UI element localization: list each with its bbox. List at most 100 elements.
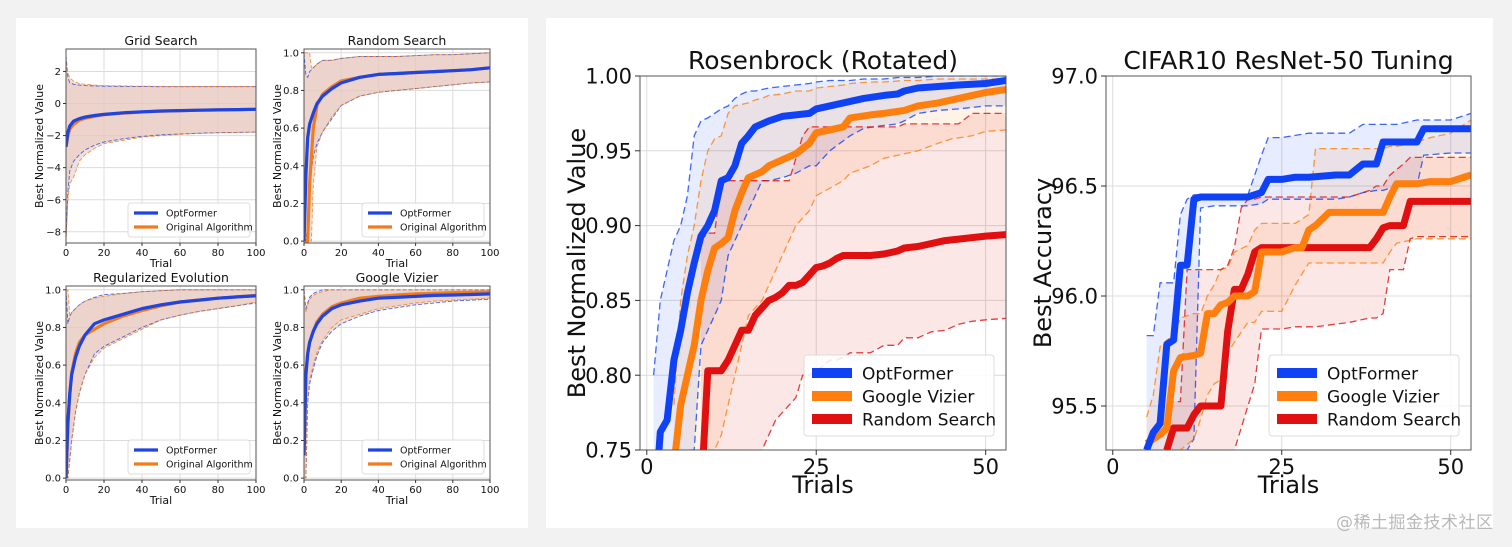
chart-cifar10-resnet50: 0 25 50 95.5 96.0 96.5 97.0 CIFAR10 ResNet-50 T… xyxy=(1029,46,1472,499)
y-tick-label: 0.4 xyxy=(283,398,299,409)
x-tick-label: 0 xyxy=(301,248,307,259)
y-tick-label: 0.2 xyxy=(283,436,299,447)
lower-bound-original-algorithm xyxy=(66,131,256,243)
x-tick-label: 25 xyxy=(1268,455,1295,479)
y-tick-label: 0.0 xyxy=(283,237,299,248)
y-tick-label: 0.0 xyxy=(283,474,299,485)
upper-bound-random-search xyxy=(700,112,1006,242)
axes-frame xyxy=(303,48,491,244)
y-tick-label: 96.5 xyxy=(1051,175,1098,199)
y-tick-label: 0.80 xyxy=(585,364,632,388)
legend-label: Original Algorithm xyxy=(166,223,253,234)
x-axis-label: Trial xyxy=(149,494,172,507)
upper-bound-random-search xyxy=(1166,156,1471,403)
y-tick-label: 0.6 xyxy=(283,361,299,372)
series-line-optformer xyxy=(655,77,1006,450)
axes-frame xyxy=(65,48,257,244)
chart-title: Grid Search xyxy=(124,33,197,48)
plot-area xyxy=(1143,112,1471,450)
y-tick-label: 1.0 xyxy=(283,48,299,59)
x-tick-label: 100 xyxy=(246,485,265,496)
plot-area xyxy=(66,55,256,243)
x-tick-label: 0 xyxy=(63,248,69,259)
lower-bound-google-vizier xyxy=(713,129,1006,450)
lower-bound-original-algorithm xyxy=(66,301,256,479)
y-tick-label: 0.85 xyxy=(585,289,632,313)
axes-frame xyxy=(65,285,257,481)
legend-label: Google Vizier xyxy=(1327,388,1439,408)
y-tick-label: 0.95 xyxy=(585,139,632,163)
upper-bound-optformer xyxy=(652,76,1006,376)
x-tick-label: 20 xyxy=(98,248,111,259)
legend-box xyxy=(127,202,251,238)
legend: OptFormer Original Algorithm xyxy=(361,202,487,238)
chart-random-search: 0 20 40 60 80 100 0.0 0.2 0.4 0.6 0.8 1.0 Random Sea… xyxy=(271,33,500,270)
series-line-google-vizier xyxy=(672,86,1006,450)
confidence-band-original-algorithm xyxy=(304,52,490,242)
plot-area xyxy=(66,289,256,479)
legend: OptFormer Original Algorithm xyxy=(127,202,253,238)
y-tick-label: 0.6 xyxy=(283,124,299,135)
x-tick-label: 80 xyxy=(446,248,459,259)
y-tick-label: 0.4 xyxy=(45,398,61,409)
x-tick-label: 0 xyxy=(640,455,653,479)
y-tick-label: 0.8 xyxy=(45,323,61,334)
y-tick-label: −2 xyxy=(46,131,61,142)
x-tick-label: 100 xyxy=(480,248,499,259)
legend-label: OptFormer xyxy=(400,446,451,457)
series-line-optformer xyxy=(304,292,490,456)
chart-rosenbrock-rotated: 0 25 50 0.75 0.80 0.85 0.90 0.95 1.00 Rosenbrock … xyxy=(563,46,1007,499)
x-tick-label: 40 xyxy=(372,248,385,259)
y-axis-label: Best Accuracy xyxy=(1029,178,1057,348)
x-tick-label: 50 xyxy=(1437,455,1464,479)
legend-label: Google Vizier xyxy=(862,388,974,408)
confidence-band-original-algorithm xyxy=(66,61,256,243)
upper-bound-optformer xyxy=(304,52,490,79)
x-axis-label: Trials xyxy=(1257,471,1320,499)
y-axis-label: Best Normalized Value xyxy=(271,84,284,208)
legend-label: Original Algorithm xyxy=(400,223,487,234)
y-tick-label: 0.8 xyxy=(283,323,299,334)
y-tick-label: 0.4 xyxy=(283,161,299,172)
legend: OptFormer Original Algorithm xyxy=(127,439,253,475)
legend-box xyxy=(127,439,251,475)
chart-title: Regularized Evolution xyxy=(93,270,229,285)
y-tick-label: 1.00 xyxy=(585,65,632,89)
y-tick-label: 1.0 xyxy=(45,285,61,296)
x-axis-label: Trial xyxy=(385,494,408,507)
legend-label: OptFormer xyxy=(400,209,451,220)
chart-google-vizier-small: 0 20 40 60 80 100 0.0 0.2 0.4 0.6 0.8 1.0 Google Viz… xyxy=(271,270,500,507)
lower-bound-google-vizier xyxy=(1179,238,1471,450)
upper-bound-google-vizier xyxy=(673,78,1006,406)
lower-bound-random-search xyxy=(1233,235,1471,450)
confidence-band-original-algorithm xyxy=(66,289,256,479)
x-tick-label: 100 xyxy=(246,248,265,259)
x-tick-label: 0 xyxy=(1106,455,1119,479)
x-tick-label: 50 xyxy=(972,455,999,479)
y-axis-label: Best Normalized Value xyxy=(33,84,46,208)
series-line-optformer xyxy=(1143,125,1471,450)
chart-grid-search: 0 20 40 60 80 100 −8 −6 −4 −2 0 2 Grid Search Trial Be… xyxy=(33,33,266,270)
y-tick-label: −4 xyxy=(46,163,61,174)
x-tick-label: 80 xyxy=(212,248,225,259)
y-tick-label: 0.75 xyxy=(585,439,632,463)
legend-label: OptFormer xyxy=(166,209,217,220)
legend-label: OptFormer xyxy=(1327,365,1418,385)
series-line-random-search xyxy=(699,231,1006,450)
y-axis-label: Best Normalized Value xyxy=(271,321,284,445)
upper-bound-optformer xyxy=(1146,112,1471,337)
x-tick-label: 60 xyxy=(409,485,422,496)
y-tick-label: 0.2 xyxy=(283,199,299,210)
x-tick-label: 80 xyxy=(212,485,225,496)
lower-bound-original-algorithm xyxy=(304,81,490,242)
y-tick-label: 2 xyxy=(55,67,61,78)
x-tick-label: 25 xyxy=(803,455,830,479)
y-tick-label: 0.6 xyxy=(45,361,61,372)
y-tick-label: 1.0 xyxy=(283,285,299,296)
confidence-band-random-search xyxy=(701,113,1006,450)
x-tick-label: 100 xyxy=(480,485,499,496)
y-tick-label: 95.5 xyxy=(1051,395,1098,419)
plot-area xyxy=(652,76,1006,450)
x-tick-label: 60 xyxy=(174,248,187,259)
